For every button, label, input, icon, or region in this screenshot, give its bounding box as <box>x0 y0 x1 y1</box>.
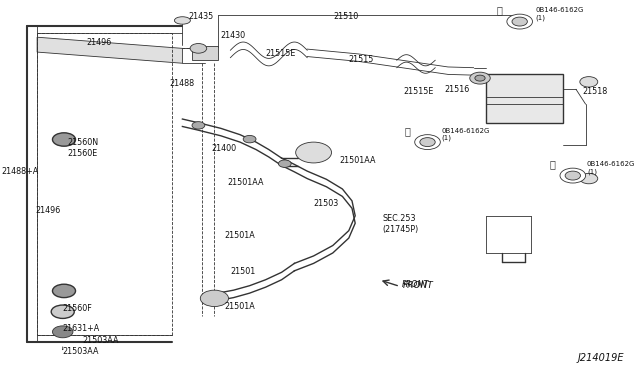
Circle shape <box>200 290 228 307</box>
Text: 21488: 21488 <box>170 79 195 88</box>
Circle shape <box>560 168 586 183</box>
Text: 21435: 21435 <box>189 12 214 21</box>
Ellipse shape <box>174 17 191 24</box>
Text: J214019E: J214019E <box>577 353 624 363</box>
Circle shape <box>580 77 598 87</box>
Circle shape <box>278 160 291 167</box>
Text: 21400: 21400 <box>211 144 236 153</box>
Circle shape <box>52 133 76 146</box>
Text: 0B146-6162G
(1): 0B146-6162G (1) <box>587 161 636 175</box>
Circle shape <box>190 44 207 53</box>
Text: FRONT: FRONT <box>403 281 434 290</box>
Text: 21430: 21430 <box>221 31 246 40</box>
Circle shape <box>470 72 490 84</box>
Bar <box>486 74 563 123</box>
Text: 21496: 21496 <box>86 38 112 47</box>
Bar <box>192 46 218 60</box>
Text: 21510: 21510 <box>333 12 358 21</box>
Text: 21501A: 21501A <box>224 302 255 311</box>
Circle shape <box>420 138 435 147</box>
Circle shape <box>52 284 76 298</box>
Circle shape <box>565 171 580 180</box>
Circle shape <box>415 135 440 150</box>
Text: FRONT: FRONT <box>402 280 429 289</box>
Text: Ⓑ: Ⓑ <box>404 126 410 136</box>
Text: 21501AA: 21501AA <box>339 156 376 165</box>
Text: 21503AA: 21503AA <box>82 336 118 344</box>
Circle shape <box>51 305 74 318</box>
Text: 21501AA: 21501AA <box>227 178 264 187</box>
Text: 21518: 21518 <box>582 87 607 96</box>
Text: 21631+A: 21631+A <box>63 324 100 333</box>
Text: 21501: 21501 <box>230 267 255 276</box>
Circle shape <box>512 17 527 26</box>
Text: 21496: 21496 <box>35 206 60 215</box>
Circle shape <box>243 135 256 143</box>
Text: Ⓑ: Ⓑ <box>549 160 556 169</box>
Text: 0B146-6162G
(1): 0B146-6162G (1) <box>536 7 584 21</box>
Text: SEC.253
(21745P): SEC.253 (21745P) <box>383 214 419 234</box>
Text: 21560N: 21560N <box>67 138 99 147</box>
Circle shape <box>475 75 485 81</box>
Text: 21503AA: 21503AA <box>63 347 99 356</box>
Circle shape <box>192 122 205 129</box>
Circle shape <box>296 142 332 163</box>
Text: Ⓑ: Ⓑ <box>496 6 502 15</box>
Text: 21503: 21503 <box>314 199 339 208</box>
Text: 21516: 21516 <box>445 85 470 94</box>
Text: 21515E: 21515E <box>403 87 433 96</box>
Polygon shape <box>37 37 182 63</box>
Text: 0B146-6162G
(1): 0B146-6162G (1) <box>442 128 490 141</box>
Text: 21560F: 21560F <box>63 304 92 313</box>
Circle shape <box>507 14 532 29</box>
Text: 21560E: 21560E <box>67 149 97 158</box>
Text: 21501A: 21501A <box>224 231 255 240</box>
Text: 21488+A: 21488+A <box>1 167 38 176</box>
Text: 21515: 21515 <box>349 55 374 64</box>
Text: 21515E: 21515E <box>266 49 296 58</box>
Circle shape <box>52 326 73 338</box>
Circle shape <box>580 173 598 184</box>
